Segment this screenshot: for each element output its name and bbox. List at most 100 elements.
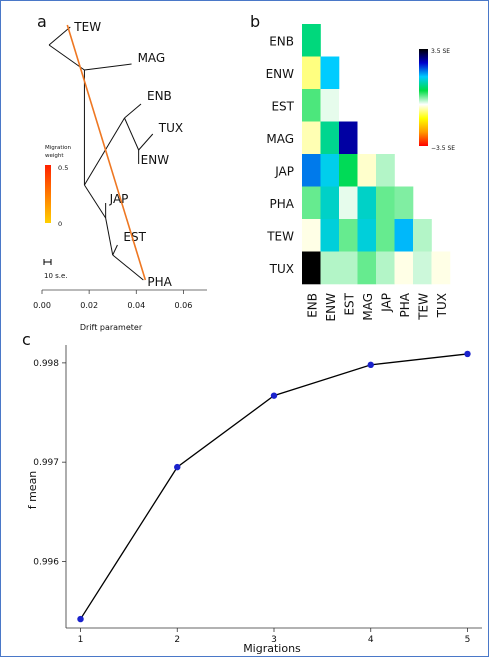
heatmap-column-label: ENB: [305, 293, 319, 318]
scale-bar: [43, 259, 52, 265]
tree-branches: [48, 26, 154, 281]
branch-enb-clade: [83, 117, 125, 186]
line-y-tick-label: 0.998: [33, 359, 59, 369]
heatmap-column-label: MAG: [361, 293, 375, 321]
f-mean-points: [77, 350, 471, 623]
heatmap-cell-tew-est: [339, 219, 358, 252]
heatmap-row-label: TEW: [266, 229, 294, 243]
heatmap-cell-tew-mag: [357, 219, 377, 252]
heatmap-cell-jap-enb: [302, 154, 321, 187]
f-mean-point-5: [464, 350, 471, 358]
migration-edge: [66, 24, 147, 281]
migration-legend-max: 0.5: [58, 164, 68, 172]
branch-mag: [84, 63, 132, 71]
leaf-label-tux: TUX: [158, 121, 183, 135]
heatmap-cell-tux-enb: [302, 251, 321, 285]
migration-legend-title-2: weight: [45, 153, 64, 159]
heatmap-cell-enw-enb: [302, 56, 321, 90]
heatmap-cell-tux-mag: [357, 251, 377, 285]
heatmap-column-label: TEW: [416, 293, 430, 321]
tree-x-tick-label: 0.04: [127, 301, 145, 310]
line-x-tick-label: 2: [174, 635, 180, 645]
heatmap-column-label: ENW: [324, 293, 338, 322]
panel-b: b ENB ENW EST MAG JAP PHA TEW TUX ENB ENW EST MAG J…: [250, 12, 455, 321]
line-x-tick-label: 3: [271, 635, 277, 645]
tree-leaf-labels: TEW MAG ENB TUX ENW JAP EST PHA: [73, 20, 183, 289]
f-mean-point-1: [77, 615, 84, 623]
line-y-label: f mean: [26, 471, 39, 510]
tree-x-tick-label: 0.06: [175, 301, 193, 310]
heatmap-column-label: JAP: [379, 293, 393, 313]
leaf-label-enw: ENW: [141, 153, 170, 167]
line-y-tick-label: 0.997: [33, 458, 59, 468]
panel-a: a TEW MAG ENB TUX ENW JAP EST PHA Migration wei…: [33, 12, 207, 332]
line-y-tick-label: 0.996: [33, 557, 59, 567]
panel-c-letter: c: [22, 330, 31, 349]
heatmap-row-label: MAG: [266, 132, 294, 146]
heatmap-cell-tux-enw: [320, 251, 340, 285]
panel-c: c 0.996 0.997 0.998 1 2 3 4 5 Migrations f mea…: [22, 330, 482, 655]
heatmap-cell-mag-enw: [320, 121, 340, 155]
heatmap-colorbar: [419, 49, 428, 146]
heatmap-cell-tux-tew: [413, 251, 432, 285]
heatmap-row-label: ENW: [266, 67, 295, 81]
tree-x-tick-label: 0.02: [80, 301, 98, 310]
heatmap-cell-pha-jap: [376, 186, 395, 220]
heatmap-cell-tew-jap: [376, 219, 395, 252]
heatmap-cell-tew-enb: [302, 219, 321, 252]
heatmap-cell-pha-est: [339, 186, 358, 220]
heatmap-column-labels: ENB ENW EST MAG JAP PHA TEW TUX: [305, 292, 449, 321]
heatmap-cell-tux-est: [339, 251, 358, 285]
heatmap-cell-tux-jap: [376, 251, 395, 285]
heatmap-cell-pha-pha: [394, 186, 414, 220]
heatmap-cell-tux-tux: [431, 251, 451, 285]
line-x-tick-label: 4: [368, 635, 374, 645]
leaf-label-tew: TEW: [73, 20, 101, 34]
leaf-label-enb: ENB: [147, 89, 172, 103]
tree-x-ticks: 0.00 0.02 0.04 0.06: [33, 290, 192, 310]
branch-pha: [112, 254, 144, 281]
line-x-ticks: 1 2 3 4 5: [78, 628, 471, 645]
tree-x-label: Drift parameter: [80, 323, 143, 332]
heatmap-cell-mag-est: [339, 121, 358, 155]
heatmap-cell-tux-pha: [394, 251, 414, 285]
f-mean-point-2: [174, 463, 181, 471]
heatmap-row-label: TUX: [269, 262, 294, 276]
leaf-label-mag: MAG: [138, 51, 166, 65]
heatmap-column-label: TUX: [435, 293, 449, 318]
heatmap-cell-jap-jap: [376, 154, 395, 187]
leaf-label-jap: JAP: [109, 192, 129, 206]
line-x-tick-label: 5: [465, 635, 471, 645]
heatmap-cell-mag-mag: [357, 121, 377, 155]
heatmap-cell-enw-enw: [320, 56, 340, 90]
heatmap-cell-tew-tew: [413, 219, 432, 252]
heatmap-cell-tew-enw: [320, 219, 340, 252]
line-x-label: Migrations: [243, 642, 301, 655]
heatmap-cell-jap-est: [339, 154, 358, 187]
branch-tew: [48, 26, 71, 46]
leaf-label-est: EST: [123, 230, 146, 244]
heatmap-row-label: EST: [271, 99, 294, 113]
branch-enb: [124, 103, 142, 119]
heatmap-cell-est-enw: [320, 89, 340, 122]
heatmap-cell-pha-enw: [320, 186, 340, 220]
heatmap-column-label: PHA: [398, 292, 412, 317]
branch-est-pha: [105, 217, 114, 256]
branch-root-inner: [48, 44, 85, 71]
heatmap-column-label: EST: [342, 292, 356, 315]
heatmap-cell-mag-enb: [302, 121, 321, 155]
heatmap-row-labels: ENB ENW EST MAG JAP PHA TEW TUX: [266, 34, 295, 276]
migration-legend-bar: [45, 165, 51, 223]
leaf-label-pha: PHA: [147, 275, 172, 289]
branch-tux-enw: [124, 117, 140, 151]
heatmap-row-label: JAP: [274, 164, 294, 178]
f-mean-point-4: [367, 361, 374, 369]
line-x-tick-label: 1: [78, 635, 84, 645]
scale-bar-label: 10 s.e.: [44, 272, 68, 280]
heatmap-cell-est-enb: [302, 89, 321, 122]
heatmap-cell-enb-enb: [302, 24, 321, 57]
panel-a-letter: a: [37, 12, 47, 31]
heatmap-row-label: PHA: [270, 197, 295, 211]
f-mean-point-3: [270, 392, 278, 399]
